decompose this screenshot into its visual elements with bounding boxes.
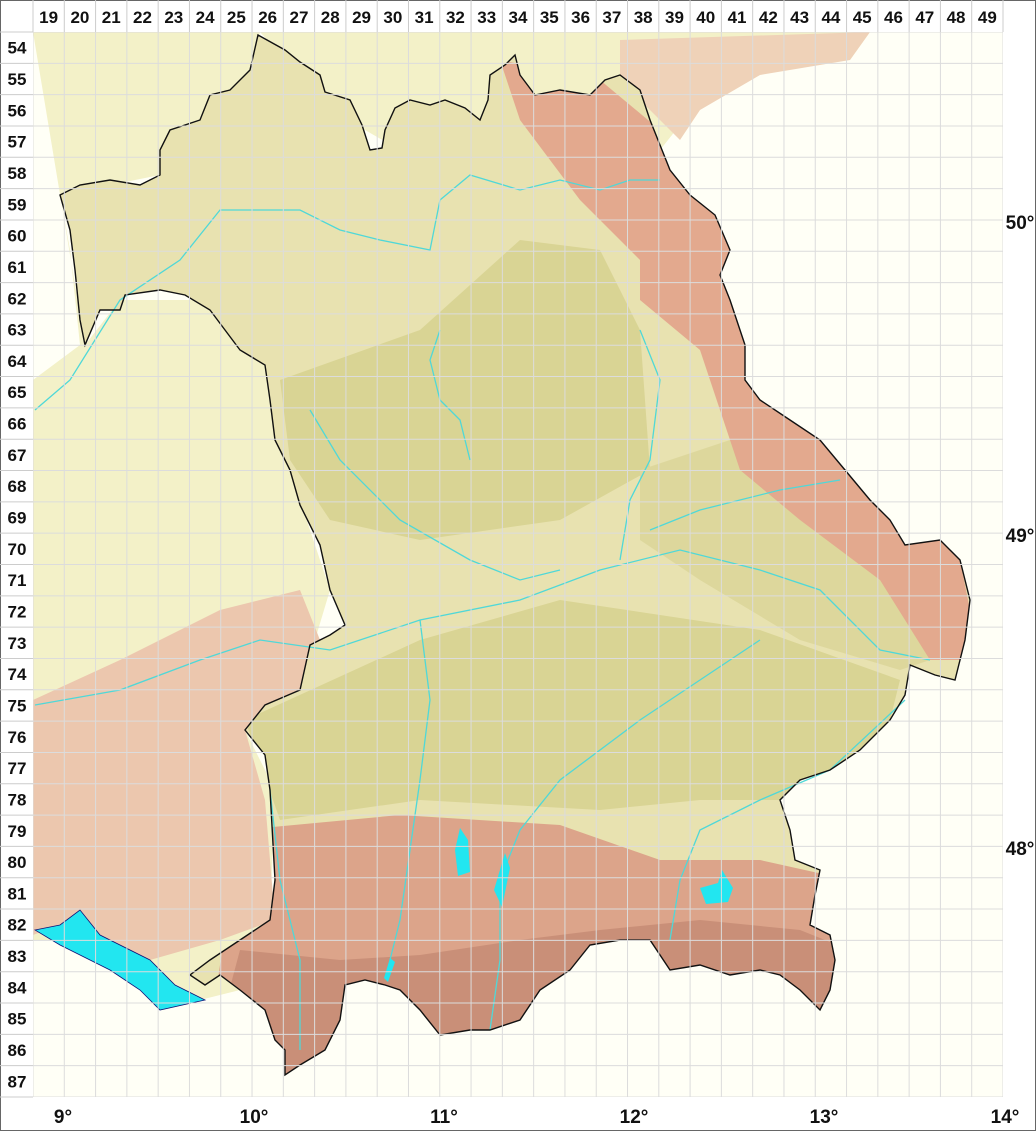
row-label: 67 (8, 446, 27, 465)
column-label: 22 (133, 8, 152, 27)
river-main (34, 174, 660, 411)
column-label: 37 (602, 8, 621, 27)
terrain-layer (33, 32, 1003, 1097)
row-label: 76 (8, 728, 27, 747)
latitude-label: 49° (1006, 526, 1035, 547)
row-label: 74 (8, 665, 27, 684)
column-label: 47 (915, 8, 934, 27)
column-label: 26 (258, 8, 277, 27)
column-label: 20 (70, 8, 89, 27)
row-label: 68 (8, 477, 27, 496)
column-label: 27 (290, 8, 309, 27)
column-label: 45 (853, 8, 872, 27)
lake-forggensee (384, 958, 395, 982)
column-label: 19 (39, 8, 58, 27)
column-label: 35 (540, 8, 559, 27)
lake-constance (33, 909, 207, 1011)
river-iller (269, 789, 301, 1050)
row-label: 62 (8, 289, 27, 308)
column-label: 23 (164, 8, 183, 27)
column-label: 29 (352, 8, 371, 27)
column-label: 44 (821, 8, 840, 27)
row-label: 85 (8, 1010, 27, 1029)
column-label: 30 (383, 8, 402, 27)
row-label: 55 (8, 70, 27, 89)
row-label: 57 (8, 133, 27, 152)
east-bavarian-hills (640, 430, 960, 670)
north-east-upland (500, 60, 700, 260)
west-upland (33, 590, 320, 960)
column-label: 38 (634, 8, 653, 27)
row-label: 82 (8, 916, 27, 935)
longitude-label: 14° (991, 1107, 1020, 1128)
column-label: 46 (884, 8, 903, 27)
column-label: 33 (477, 8, 496, 27)
latitude-label: 48° (1006, 839, 1035, 860)
row-label: 59 (8, 195, 27, 214)
row-label: 66 (8, 415, 27, 434)
column-label: 49 (978, 8, 997, 27)
lake-ammersee (455, 828, 470, 876)
bavaria-border (59, 33, 971, 1077)
row-label: 70 (8, 540, 27, 559)
rivers (34, 174, 931, 1050)
column-label: 34 (509, 8, 528, 27)
river-danube (34, 549, 931, 706)
column-label: 40 (696, 8, 715, 27)
longitude-label: 13° (810, 1107, 839, 1128)
row-label: 87 (8, 1072, 27, 1091)
row-label: 81 (8, 884, 27, 903)
row-label: 69 (8, 509, 27, 528)
row-label: 79 (8, 822, 27, 841)
row-label: 54 (8, 39, 27, 58)
row-label: 72 (8, 602, 27, 621)
row-label: 80 (8, 853, 27, 872)
longitude-label: 9° (54, 1107, 72, 1128)
row-label: 83 (8, 947, 27, 966)
row-label: 71 (8, 571, 27, 590)
row-label: 86 (8, 1041, 27, 1060)
column-label: 39 (665, 8, 684, 27)
row-label: 73 (8, 634, 27, 653)
column-label: 48 (947, 8, 966, 27)
river-regen (649, 479, 841, 531)
row-label: 84 (8, 978, 27, 997)
column-label: 42 (759, 8, 778, 27)
river-altmuehl (309, 409, 561, 581)
row-label: 56 (8, 101, 27, 120)
latitude-label: 50° (1006, 213, 1035, 234)
column-label: 36 (571, 8, 590, 27)
column-label: 41 (728, 8, 747, 27)
row-label: 65 (8, 383, 27, 402)
row-label: 78 (8, 790, 27, 809)
row-label: 61 (8, 258, 27, 277)
column-label: 28 (321, 8, 340, 27)
column-label: 25 (227, 8, 246, 27)
lake-chiemsee (700, 870, 733, 904)
row-label: 63 (8, 321, 27, 340)
longitude-label: 12° (620, 1107, 649, 1128)
row-label: 60 (8, 227, 27, 246)
north-upland (620, 32, 870, 140)
row-label: 77 (8, 759, 27, 778)
longitude-label: 10° (240, 1107, 269, 1128)
column-label: 43 (790, 8, 809, 27)
row-label: 58 (8, 164, 27, 183)
row-label: 64 (8, 352, 27, 371)
longitude-label: 11° (430, 1107, 458, 1128)
row-label: 75 (8, 696, 27, 715)
river-naab (619, 329, 661, 561)
column-label: 32 (446, 8, 465, 27)
grid-lines (33, 32, 1003, 1097)
franconian-hills (280, 240, 650, 540)
column-label: 21 (102, 8, 121, 27)
column-label: 24 (196, 8, 215, 27)
column-label: 31 (415, 8, 434, 27)
